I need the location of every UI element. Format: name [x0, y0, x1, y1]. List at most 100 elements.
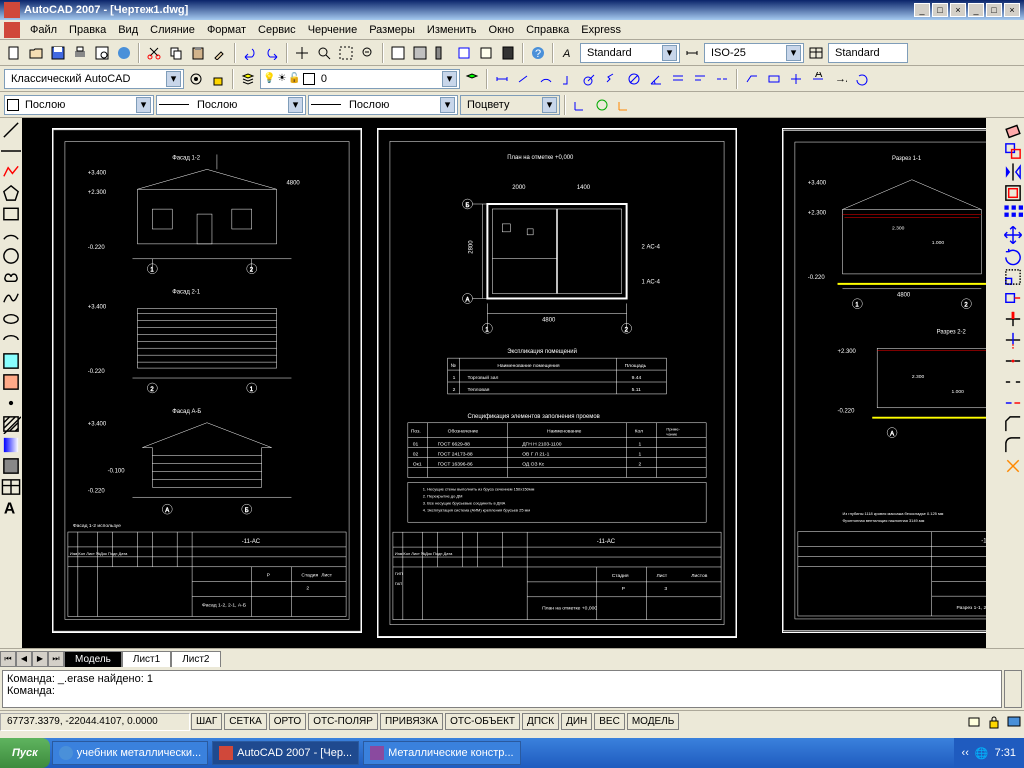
lock-ui-icon[interactable] [984, 712, 1004, 732]
publish-button[interactable] [114, 43, 134, 63]
dim-update-button[interactable] [852, 69, 872, 89]
lwt-toggle[interactable]: ВЕС [594, 713, 625, 730]
dim-leader-button[interactable] [742, 69, 762, 89]
xline-button[interactable] [1, 141, 21, 161]
sheet-set-button[interactable] [454, 43, 474, 63]
doc-restore-button[interactable]: □ [986, 3, 1002, 17]
layer-combo[interactable]: 💡 ☀ 🔓 0 ▾ [260, 69, 460, 89]
rectangle-button[interactable] [1, 204, 21, 224]
menu-insert[interactable]: Слияние [144, 22, 201, 38]
copy-button[interactable] [166, 43, 186, 63]
vertical-scrollbar[interactable] [986, 118, 1002, 648]
dim-style-combo[interactable]: ISO-25▾ [704, 43, 804, 63]
dropdown-arrow-icon[interactable]: ▾ [786, 45, 801, 61]
table-style-combo[interactable]: Standard [828, 43, 908, 63]
open-button[interactable] [26, 43, 46, 63]
ucs-prev-button[interactable] [614, 95, 634, 115]
grid-toggle[interactable]: СЕТКА [224, 713, 267, 730]
break-point-button[interactable] [1003, 351, 1023, 371]
workspace-combo[interactable]: Классический AutoCAD▾ [4, 69, 184, 89]
spline-button[interactable] [1, 288, 21, 308]
drawing-canvas[interactable]: Фасад 1-2 1 2 +3.400 +2.300 -0.220 4800 … [22, 118, 1002, 648]
doc-close-button[interactable]: × [1004, 3, 1020, 17]
offset-button[interactable] [1003, 183, 1023, 203]
hatch-button[interactable] [1, 414, 21, 434]
layer-prev-button[interactable] [462, 69, 482, 89]
horizontal-scrollbar[interactable] [221, 651, 1024, 667]
restore-button[interactable]: □ [932, 3, 948, 17]
menu-view[interactable]: Вид [112, 22, 144, 38]
erase-button[interactable] [1003, 120, 1023, 140]
ucs-button[interactable] [570, 95, 590, 115]
menu-format[interactable]: Формат [201, 22, 252, 38]
start-button[interactable]: Пуск [0, 738, 50, 768]
circle-button[interactable] [1, 246, 21, 266]
doc-minimize-button[interactable]: _ [968, 3, 984, 17]
zoom-window-button[interactable] [336, 43, 356, 63]
task-browser[interactable]: учебник металлически... [52, 741, 208, 765]
tab-model[interactable]: Модель [64, 651, 122, 667]
stretch-button[interactable] [1003, 288, 1023, 308]
dim-center-button[interactable] [786, 69, 806, 89]
cut-button[interactable] [144, 43, 164, 63]
snap-toggle[interactable]: ШАГ [191, 713, 222, 730]
text-style-combo[interactable]: Standard▾ [580, 43, 680, 63]
tray-volume-icon[interactable]: 🌐 [975, 747, 989, 760]
menu-help[interactable]: Справка [520, 22, 575, 38]
menu-file[interactable]: Файл [24, 22, 63, 38]
polygon-button[interactable] [1, 183, 21, 203]
new-button[interactable] [4, 43, 24, 63]
copy-obj-button[interactable] [1003, 141, 1023, 161]
dim-aligned-button[interactable] [514, 69, 534, 89]
join-button[interactable] [1003, 393, 1023, 413]
dropdown-arrow-icon[interactable]: ▾ [542, 97, 557, 113]
dim-quick-button[interactable] [668, 69, 688, 89]
gradient-button[interactable] [1, 435, 21, 455]
point-button[interactable] [1, 393, 21, 413]
dim-ordinate-button[interactable] [558, 69, 578, 89]
ucs-world-button[interactable] [592, 95, 612, 115]
help-button[interactable]: ? [528, 43, 548, 63]
tab-next-button[interactable]: ▶ [32, 651, 48, 667]
scale-button[interactable] [1003, 267, 1023, 287]
table-style-icon[interactable] [806, 43, 826, 63]
mtext-button[interactable]: A [1, 498, 21, 518]
model-toggle[interactable]: МОДЕЛЬ [627, 713, 679, 730]
dim-baseline-button[interactable] [690, 69, 710, 89]
workspace-settings-button[interactable] [186, 69, 206, 89]
tray-expand-icon[interactable]: ‹‹ [962, 747, 969, 759]
tab-layout1[interactable]: Лист1 [122, 651, 171, 667]
save-button[interactable] [48, 43, 68, 63]
tab-first-button[interactable]: ⏮ [0, 651, 16, 667]
dropdown-arrow-icon[interactable]: ▾ [288, 97, 303, 113]
mirror-button[interactable] [1003, 162, 1023, 182]
text-style-icon[interactable]: A [558, 43, 578, 63]
region-button[interactable] [1, 456, 21, 476]
ducs-toggle[interactable]: ДПСК [522, 713, 559, 730]
linetype-combo[interactable]: Послою▾ [156, 95, 306, 115]
plotstyle-combo[interactable]: Поцвету▾ [460, 95, 560, 115]
otrack-toggle[interactable]: ОТС-ОБЪЕКТ [445, 713, 520, 730]
table-button[interactable] [1, 477, 21, 497]
extend-button[interactable] [1003, 330, 1023, 350]
clean-screen-icon[interactable] [1004, 712, 1024, 732]
block-button[interactable] [1, 351, 21, 371]
tab-prev-button[interactable]: ◀ [16, 651, 32, 667]
properties-button[interactable] [388, 43, 408, 63]
color-combo[interactable]: Послою▾ [4, 95, 154, 115]
dim-radius-button[interactable] [580, 69, 600, 89]
dim-diameter-button[interactable] [624, 69, 644, 89]
array-button[interactable] [1003, 204, 1023, 224]
zoom-prev-button[interactable] [358, 43, 378, 63]
minimize-button[interactable]: _ [914, 3, 930, 17]
paste-button[interactable] [188, 43, 208, 63]
menu-dimension[interactable]: Размеры [363, 22, 421, 38]
dim-continue-button[interactable] [712, 69, 732, 89]
dropdown-arrow-icon[interactable]: ▾ [442, 71, 457, 87]
make-block-button[interactable] [1, 372, 21, 392]
dim-tedit-button[interactable]: →A [830, 69, 850, 89]
task-autocad[interactable]: AutoCAD 2007 - [Чер... [212, 741, 359, 765]
dim-style-icon[interactable] [682, 43, 702, 63]
pan-button[interactable] [292, 43, 312, 63]
menu-edit[interactable]: Правка [63, 22, 112, 38]
